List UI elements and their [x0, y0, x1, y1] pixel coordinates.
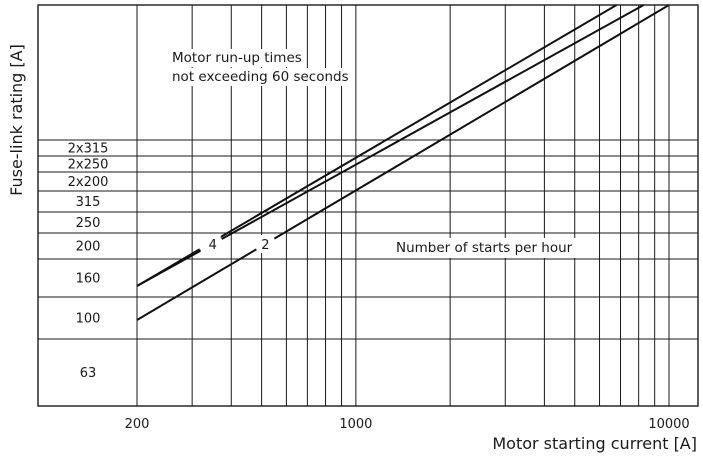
y-category-label-200: 200	[76, 240, 101, 255]
annotation-run-up-line1: Motor run-up times	[172, 50, 302, 66]
y-category-label-250: 250	[76, 216, 101, 231]
y-category-label-2x200: 2x200	[68, 175, 109, 190]
series-line-4	[136, 4, 645, 287]
plot-frame	[37, 4, 699, 407]
x-tick-label-200: 200	[125, 417, 150, 432]
y-category-label-63: 63	[80, 366, 97, 381]
annotation-starts-per-hour: Number of starts per hour	[396, 240, 573, 256]
y-category-label-2x250: 2x250	[68, 158, 109, 173]
x-tick-label-1000: 1000	[339, 417, 372, 432]
y-axis-title: Fuse-link rating [A]	[7, 44, 26, 196]
label-layer: 200 1000 10000631001602002503152x2002x2502…	[68, 142, 690, 433]
annotation-run-up-line2: not exceeding 60 seconds	[172, 69, 349, 85]
y-category-label-2x315: 2x315	[68, 142, 109, 157]
y-category-label-100: 100	[76, 312, 101, 327]
y-category-label-315: 315	[76, 195, 101, 210]
series-label-2: 2	[261, 238, 269, 253]
y-category-label-160: 160	[76, 272, 101, 287]
x-axis-title: Motor starting current [A]	[492, 434, 697, 453]
series-layer	[136, 4, 670, 321]
series-line-2	[136, 4, 670, 321]
x-tick-label-10000: 10000	[648, 417, 689, 432]
series-label-4: 4	[209, 238, 217, 253]
